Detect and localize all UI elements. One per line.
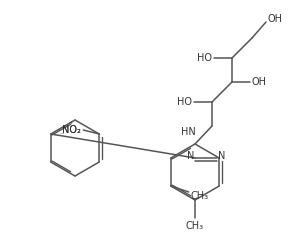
- Text: NO₂: NO₂: [62, 125, 81, 135]
- Text: NO₂: NO₂: [62, 125, 81, 135]
- Text: HO: HO: [177, 97, 192, 107]
- Text: ⁻: ⁻: [59, 131, 63, 140]
- Text: ⁺: ⁺: [68, 121, 73, 130]
- Text: CH₃: CH₃: [191, 191, 209, 201]
- Text: HN: HN: [181, 127, 196, 137]
- Text: CH₃: CH₃: [186, 221, 204, 231]
- Text: OH: OH: [268, 14, 283, 24]
- Text: N: N: [218, 151, 226, 161]
- Text: OH: OH: [252, 77, 267, 87]
- Text: N: N: [187, 151, 194, 161]
- Text: HO: HO: [197, 53, 212, 63]
